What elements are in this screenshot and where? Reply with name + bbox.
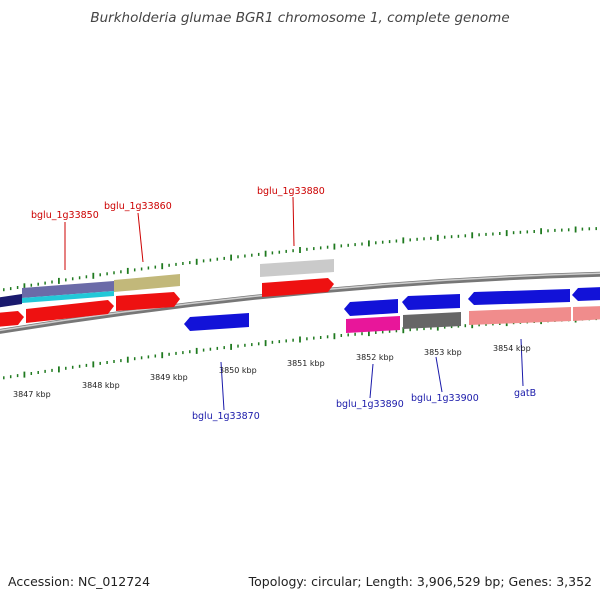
feature-olive-segment: [114, 274, 180, 292]
kbp-label-3848: 3848 kbp: [82, 381, 120, 390]
feature-lightgray-segment: [260, 259, 334, 277]
gene-arrow-red-g33880: [262, 278, 334, 297]
gene-arrow-red-1: [0, 311, 24, 327]
kbp-label-3851: 3851 kbp: [287, 359, 325, 368]
feature-darkgray-segment: [403, 312, 461, 329]
gene-arrow-blue-g33870: [184, 313, 249, 331]
callout-line-g33890: [369, 363, 374, 399]
gene-label-g33850: bglu_1g33850: [31, 210, 99, 221]
gene-label-gatB: gatB: [514, 388, 536, 399]
feature-pink-segment-right: [573, 306, 600, 321]
kbp-label-3847: 3847 kbp: [13, 390, 51, 399]
gene-arrow-red-g33850: [26, 300, 114, 323]
gene-arrow-blue-g33900: [402, 294, 460, 310]
kbp-label-3849: 3849 kbp: [150, 373, 188, 382]
gene-label-g33860: bglu_1g33860: [104, 201, 172, 212]
accession-text: Accession: NC_012724: [8, 574, 151, 589]
kbp-label-3850: 3850 kbp: [219, 366, 257, 375]
gene-arrow-blue-right: [572, 287, 600, 301]
gene-label-g33900: bglu_1g33900: [411, 393, 479, 404]
kbp-label-3853: 3853 kbp: [424, 348, 462, 357]
kbp-label-3854: 3854 kbp: [493, 344, 531, 353]
callout-line-g33900: [435, 356, 443, 393]
map-title: Burkholderia glumae BGR1 chromosome 1, c…: [90, 10, 510, 26]
callout-line-g33870: [220, 361, 225, 411]
feature-pink-segment: [469, 307, 571, 325]
gene-label-g33880: bglu_1g33880: [257, 186, 325, 197]
callout-line-g33860: [137, 212, 144, 263]
feature-navy-segment: [0, 294, 22, 308]
feature-magenta-segment: [346, 316, 400, 333]
feature-purple-segment: [22, 281, 114, 298]
genome-summary-text: Topology: circular; Length: 3,906,529 bp…: [248, 574, 592, 589]
gene-arrow-red-g33860: [116, 292, 180, 311]
callout-line-g33880: [292, 196, 295, 247]
gene-label-g33870: bglu_1g33870: [192, 411, 260, 422]
gene-label-g33890: bglu_1g33890: [336, 399, 404, 410]
feature-cyan-segment: [22, 291, 114, 303]
gene-arrow-blue-gatB: [468, 289, 570, 305]
outer-tick-ring: [3, 226, 597, 292]
gene-arrow-blue-g33890: [344, 299, 398, 316]
callout-line-gatB: [520, 338, 524, 387]
kbp-label-3852: 3852 kbp: [356, 353, 394, 362]
inner-tick-ring: [3, 316, 597, 380]
